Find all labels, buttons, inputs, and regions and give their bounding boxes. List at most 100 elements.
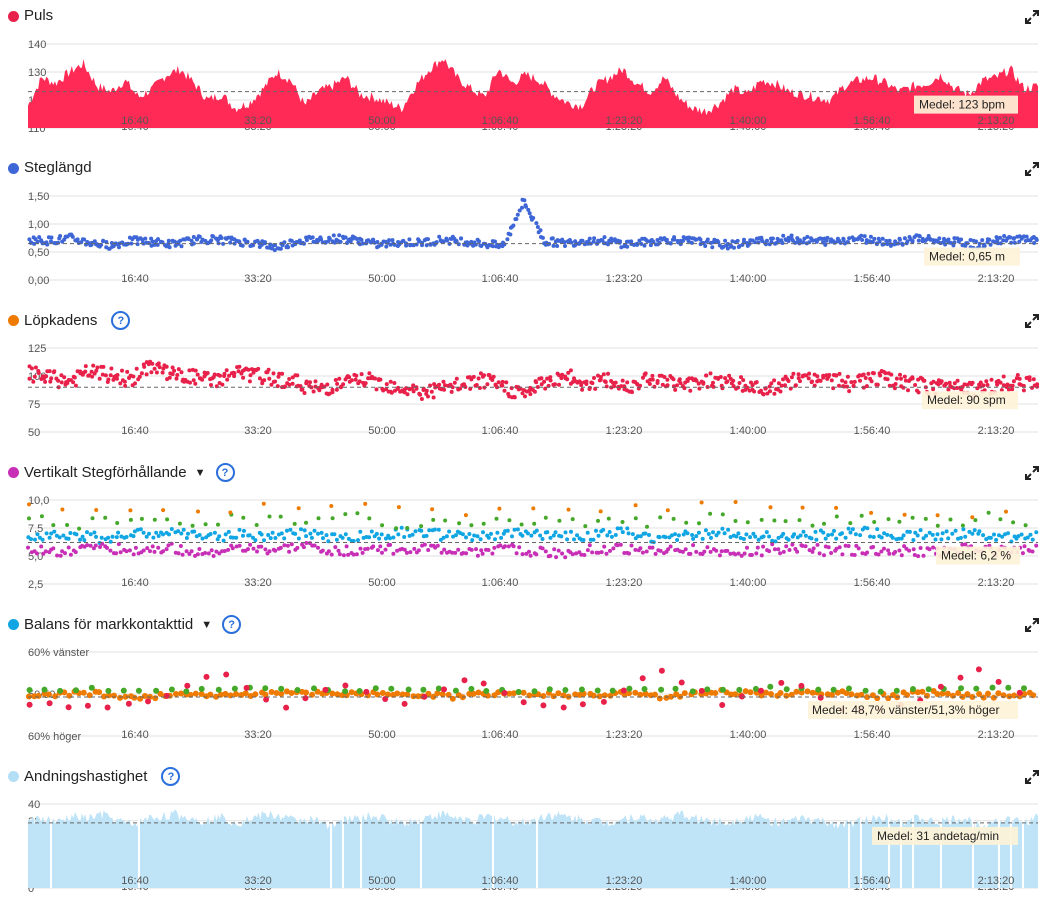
data-point — [288, 527, 293, 532]
data-point — [613, 533, 618, 537]
x-tick-label: 33:20 — [244, 729, 272, 741]
data-point — [837, 371, 842, 376]
data-point — [708, 371, 713, 376]
expand-icon[interactable] — [1025, 10, 1039, 24]
data-point — [731, 378, 736, 383]
x-tick-label: 1:06:40 — [482, 425, 519, 437]
data-point — [27, 502, 31, 507]
x-tick-label: 1:56:40 — [854, 729, 891, 741]
data-point — [815, 542, 820, 547]
data-point — [173, 691, 179, 697]
data-point — [152, 549, 157, 554]
data-point — [100, 372, 105, 377]
data-point — [353, 377, 358, 382]
help-icon[interactable]: ? — [111, 311, 131, 330]
expand-icon[interactable] — [1025, 466, 1039, 480]
data-point — [170, 365, 175, 370]
data-point — [259, 532, 264, 537]
help-icon[interactable]: ? — [222, 615, 242, 634]
data-point — [32, 241, 37, 246]
data-point — [511, 223, 516, 228]
data-point — [642, 690, 649, 697]
data-point — [620, 530, 625, 535]
data-point — [33, 365, 38, 370]
data-point — [742, 688, 749, 695]
data-point — [266, 367, 271, 372]
data-point — [394, 690, 401, 697]
data-point — [582, 553, 587, 557]
data-point — [786, 379, 791, 383]
data-point — [439, 550, 444, 555]
data-point — [919, 688, 926, 695]
data-point — [388, 542, 393, 547]
data-point — [519, 522, 524, 527]
data-point — [620, 378, 625, 383]
title-wrap[interactable]: Balans för markkontakttid ▼ ? — [24, 615, 242, 634]
data-point — [781, 549, 786, 554]
data-point — [270, 530, 275, 535]
data-point — [937, 683, 944, 690]
data-point — [886, 517, 891, 522]
data-point — [733, 552, 738, 557]
data-point — [858, 691, 865, 698]
data-point — [559, 534, 564, 539]
help-icon[interactable]: ? — [161, 767, 181, 786]
data-point — [995, 382, 1000, 387]
panel-title: Andningshastighet — [24, 768, 148, 785]
data-point — [596, 693, 603, 700]
data-point — [131, 694, 138, 701]
data-point — [231, 685, 238, 692]
data-point — [719, 702, 726, 708]
data-point — [114, 535, 119, 540]
data-point — [1034, 543, 1039, 548]
data-point — [745, 520, 750, 525]
data-point — [801, 240, 806, 245]
caret-down-icon[interactable]: ▼ — [194, 466, 206, 479]
data-point — [151, 535, 156, 540]
expand-icon[interactable] — [1025, 314, 1039, 328]
data-point — [125, 700, 132, 707]
data-point — [840, 552, 845, 557]
data-point — [267, 376, 272, 381]
expand-icon[interactable] — [1025, 770, 1039, 784]
title-wrap[interactable]: Vertikalt Stegförhållande ▼ ? — [24, 463, 235, 482]
data-point — [1001, 374, 1006, 379]
help-icon[interactable]: ? — [215, 463, 235, 482]
data-point — [101, 693, 107, 700]
data-point — [854, 543, 859, 548]
data-point — [1011, 520, 1016, 525]
data-point — [1017, 376, 1022, 381]
data-point — [388, 379, 393, 384]
data-point — [278, 246, 283, 251]
data-point — [575, 533, 579, 538]
title-wrap: Löpkadens ? — [24, 311, 131, 330]
data-point — [222, 549, 227, 553]
data-point — [73, 383, 78, 388]
data-point — [669, 533, 674, 538]
data-point — [1021, 691, 1028, 697]
expand-icon[interactable] — [1025, 618, 1039, 632]
data-point — [733, 500, 738, 504]
expand-icon[interactable] — [1025, 162, 1039, 176]
data-point — [57, 687, 64, 694]
x-tick-overlay: 1:06:40 — [482, 115, 519, 127]
data-point — [815, 374, 820, 379]
y-tick-label: 60% vänster — [28, 647, 89, 659]
data-point — [237, 240, 242, 244]
data-point — [278, 514, 283, 519]
caret-down-icon[interactable]: ▼ — [201, 618, 213, 631]
data-point — [259, 544, 264, 549]
data-point — [768, 389, 772, 394]
data-point — [198, 685, 205, 692]
data-point — [495, 530, 500, 535]
data-point — [78, 537, 82, 542]
data-point — [566, 507, 571, 512]
data-point — [118, 550, 123, 555]
data-point — [875, 382, 880, 387]
data-point — [477, 239, 481, 244]
data-point — [463, 513, 468, 518]
data-point — [751, 531, 756, 536]
data-point — [29, 537, 33, 542]
data-point — [375, 240, 380, 244]
data-point — [764, 242, 768, 247]
